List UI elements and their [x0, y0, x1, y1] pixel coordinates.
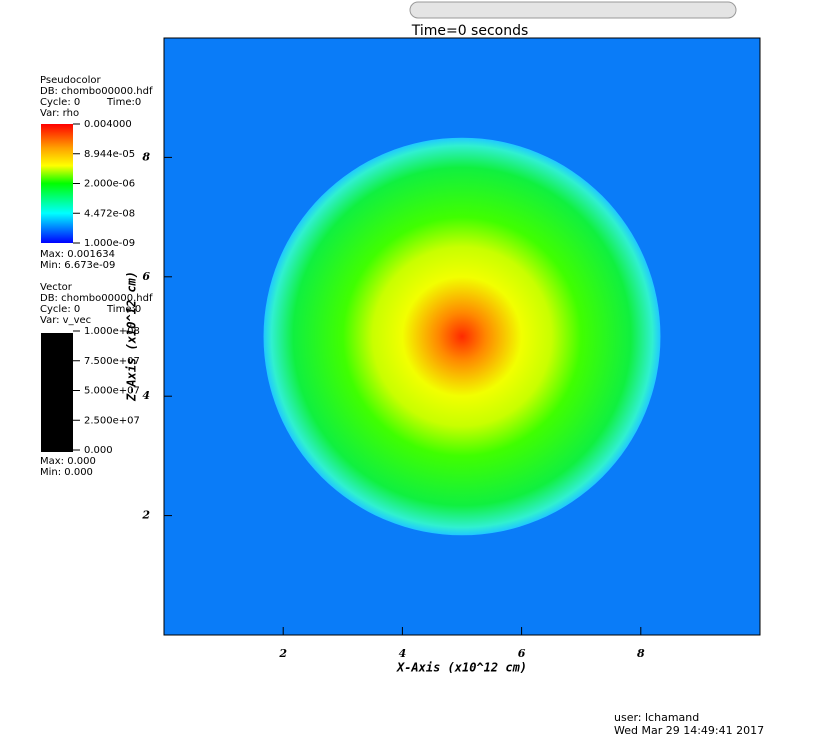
y-tick-label: 4 — [142, 389, 150, 402]
legend-var: Var: rho — [40, 108, 79, 119]
plot-frame — [163, 37, 761, 636]
legend-min: Min: 0.000 — [40, 467, 93, 478]
legend-db: DB: chombo00000.hdf — [40, 293, 153, 304]
legend-label: 0.000 — [84, 445, 113, 456]
footer-user: user: lchamand — [614, 711, 699, 724]
footer-date: Wed Mar 29 14:49:41 2017 — [614, 724, 764, 737]
legend-label: 4.472e-08 — [84, 208, 135, 219]
time-slider[interactable] — [409, 1, 737, 19]
y-tick-label: 2 — [141, 509, 150, 522]
legend-label: 7.500e+07 — [84, 356, 140, 367]
legend-db: DB: chombo00000.hdf — [40, 86, 153, 97]
legend-max: Max: 0.001634 — [40, 249, 115, 260]
legend-plot: Pseudocolor — [40, 75, 102, 86]
legend-cycle: Cycle: 0 — [40, 97, 80, 108]
legend-label: 8.944e-05 — [84, 149, 135, 160]
legend-label: 0.004000 — [84, 119, 132, 130]
y-tick-label: 8 — [142, 150, 150, 163]
density-sphere — [263, 137, 661, 536]
legend-max: Max: 0.000 — [40, 456, 96, 467]
y-axis-label: Z-Axis (x10^12 cm) — [125, 271, 139, 402]
legend-cycle: Cycle: 0 — [40, 304, 80, 315]
plot-title: Time=0 seconds — [411, 23, 529, 39]
vector-colorbar — [41, 333, 73, 452]
legend-label: 1.000e-09 — [84, 238, 135, 249]
legend-min: Min: 6.673e-09 — [40, 260, 115, 271]
legend-time: Time:0 — [106, 304, 141, 315]
legend-plot: Vector — [40, 282, 73, 293]
x-axis-label: X-Axis (x10^12 cm) — [396, 661, 527, 675]
legend-label: 5.000e+07 — [84, 386, 140, 397]
legend-label: 2.000e-06 — [84, 179, 135, 190]
x-tick-label: 2 — [278, 647, 287, 660]
x-tick-label: 6 — [518, 647, 526, 660]
colorbar — [41, 124, 73, 243]
x-tick-label: 8 — [637, 647, 645, 660]
legend-label: 1.000e+08 — [84, 326, 140, 337]
y-tick-label: 6 — [142, 270, 150, 283]
x-tick-label: 4 — [399, 647, 407, 660]
legend-var: Var: v_vec — [40, 315, 91, 326]
legend-label: 2.500e+07 — [84, 415, 140, 426]
legend-time: Time:0 — [106, 97, 141, 108]
